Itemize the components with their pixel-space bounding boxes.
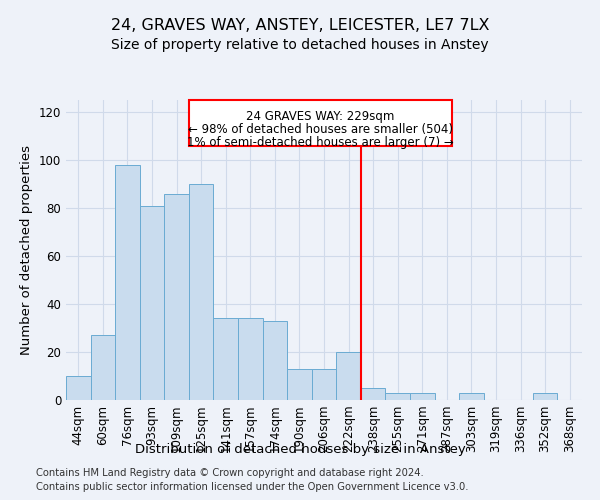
Text: 24, GRAVES WAY, ANSTEY, LEICESTER, LE7 7LX: 24, GRAVES WAY, ANSTEY, LEICESTER, LE7 7… (111, 18, 489, 32)
Text: Contains public sector information licensed under the Open Government Licence v3: Contains public sector information licen… (36, 482, 469, 492)
Bar (164, 194, 189, 400)
Bar (66, 376, 91, 400)
Bar (361, 388, 385, 400)
Text: ← 98% of detached houses are smaller (504): ← 98% of detached houses are smaller (50… (188, 122, 453, 136)
Bar (238, 318, 263, 400)
Text: 24 GRAVES WAY: 229sqm: 24 GRAVES WAY: 229sqm (246, 110, 395, 122)
Bar (189, 184, 214, 400)
Bar (115, 165, 140, 400)
Bar (263, 321, 287, 400)
Bar (287, 369, 312, 400)
Text: Contains HM Land Registry data © Crown copyright and database right 2024.: Contains HM Land Registry data © Crown c… (36, 468, 424, 477)
Text: Size of property relative to detached houses in Anstey: Size of property relative to detached ho… (111, 38, 489, 52)
Bar (410, 393, 434, 400)
FancyBboxPatch shape (189, 100, 452, 146)
Bar (140, 206, 164, 400)
Y-axis label: Number of detached properties: Number of detached properties (20, 145, 33, 355)
Bar (459, 393, 484, 400)
Text: Distribution of detached houses by size in Anstey: Distribution of detached houses by size … (134, 442, 466, 456)
Bar (336, 352, 361, 400)
Bar (91, 335, 115, 400)
Bar (533, 393, 557, 400)
Bar (385, 393, 410, 400)
Bar (312, 369, 336, 400)
Text: 1% of semi-detached houses are larger (7) →: 1% of semi-detached houses are larger (7… (187, 136, 454, 148)
Bar (214, 318, 238, 400)
